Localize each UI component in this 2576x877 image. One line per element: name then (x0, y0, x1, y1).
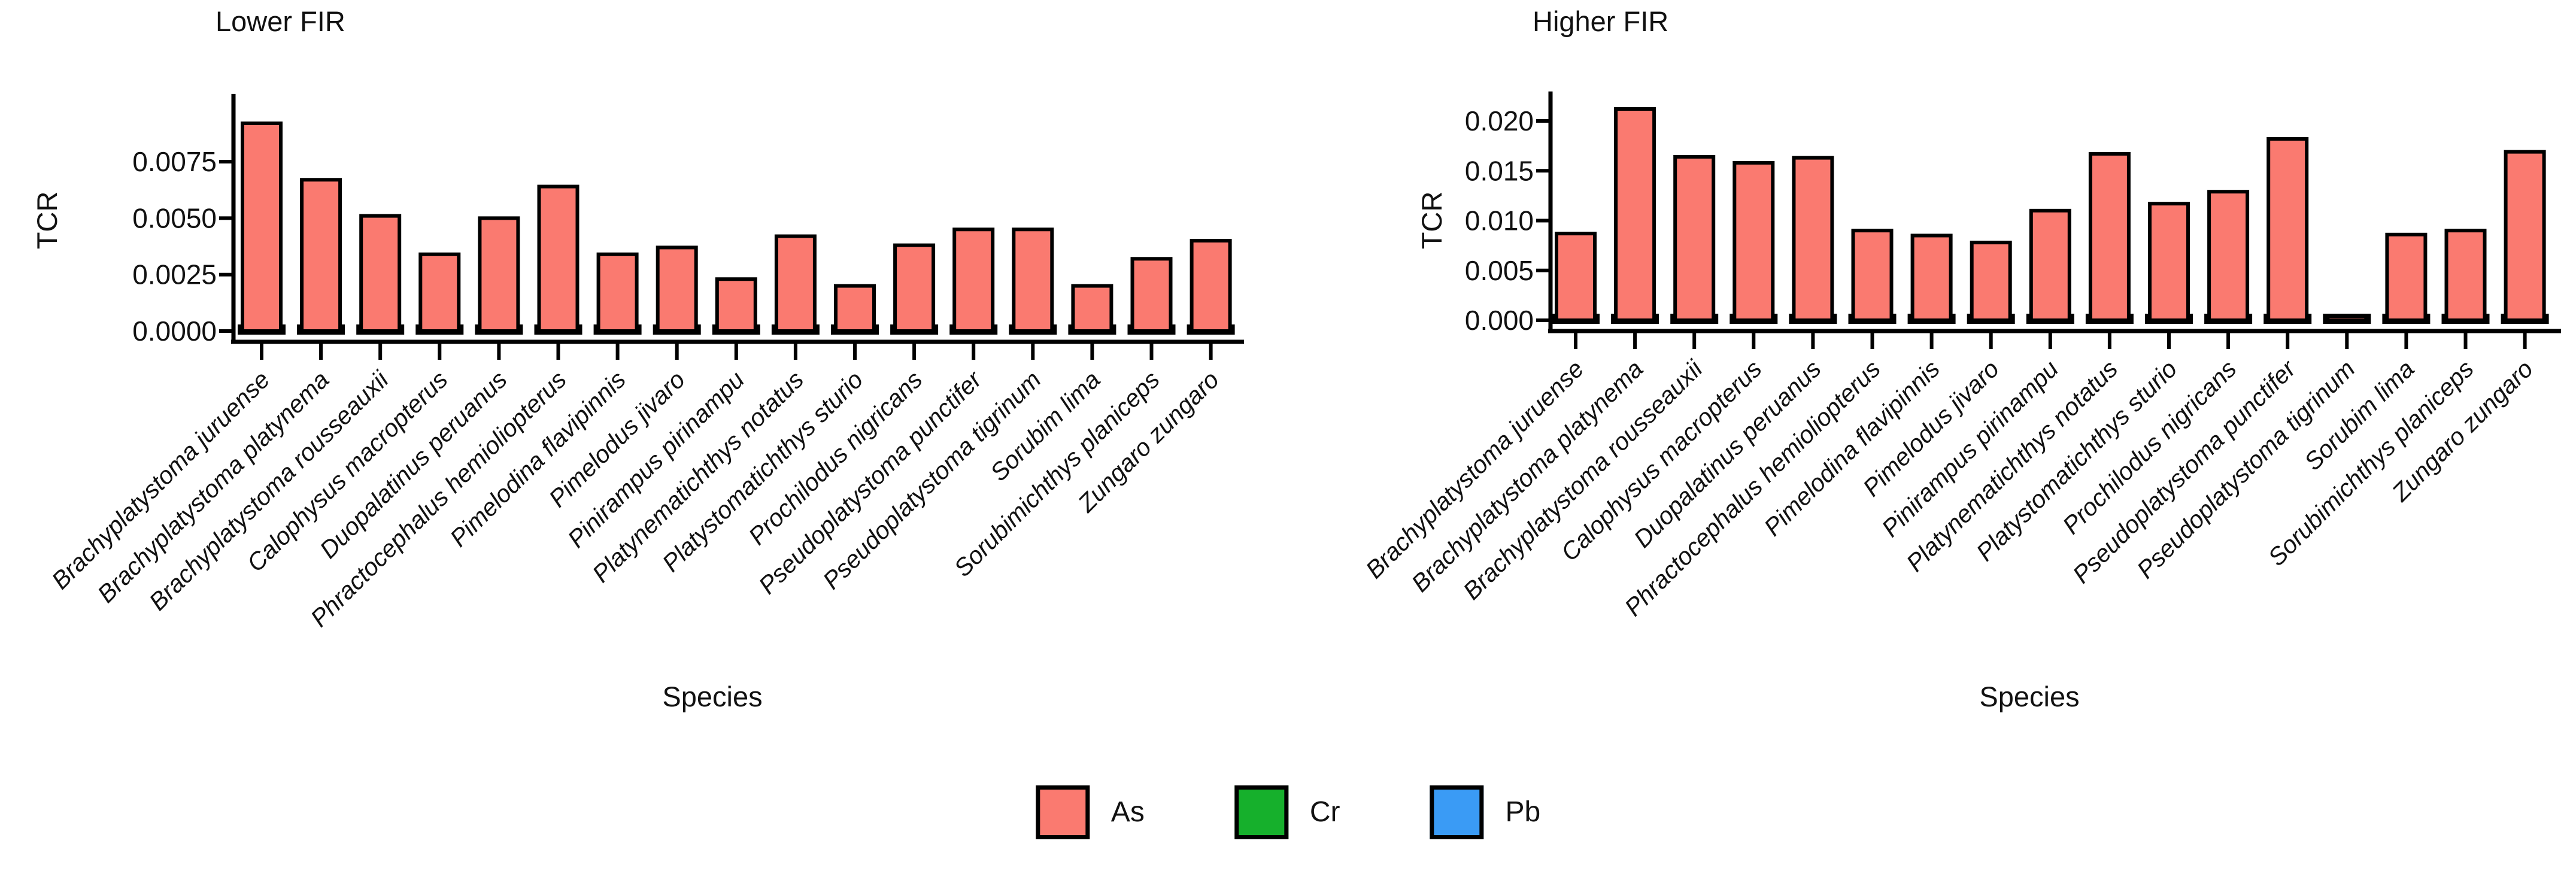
bar-as (1792, 156, 1834, 322)
y-tick-label: 0.0025 (132, 259, 217, 290)
legend-label-as: As (1110, 796, 1145, 828)
higher-fir-plot: 0.000 0.005 0.010 0.015 0.020 Brachyplatystom… (1360, 91, 2561, 621)
x-tick-label: Brachyplatystoma juruense (46, 366, 275, 594)
x-tick-label: Brachyplatystoma platynema (92, 366, 335, 608)
bar-as (774, 234, 817, 333)
legend: As Cr Pb (1035, 785, 1540, 839)
bar-as (834, 284, 876, 333)
y-tick-label: 0.015 (1465, 155, 1534, 186)
x-axis-title-higher: Species (1979, 681, 2079, 712)
legend-swatch-as (1035, 785, 1090, 839)
y-axis-title-higher: TCR (1416, 192, 1448, 250)
legend-item-cr: Cr (1234, 785, 1340, 839)
bar-as (359, 214, 402, 333)
bar-as (1071, 284, 1113, 333)
y-tick-label: 0.0000 (132, 315, 217, 347)
bar-as (2148, 202, 2190, 322)
bar-as (1673, 154, 1716, 322)
bar-as (2266, 136, 2309, 322)
y-tick-label: 0.020 (1465, 105, 1534, 136)
bar-as (537, 184, 579, 333)
y-tick-label: 0.0075 (132, 146, 217, 177)
bar-as (2504, 150, 2546, 323)
bar-as (241, 121, 283, 333)
bar-as (952, 227, 995, 333)
bar-as (1555, 232, 1597, 322)
legend-swatch-pb (1430, 785, 1484, 839)
bar-as (2088, 151, 2131, 322)
legend-item-pb: Pb (1430, 785, 1540, 839)
lower-fir-plot: 0.0000 0.0025 0.0050 0.0075 Brachyplatystoma… (46, 93, 1244, 632)
bar-as (2444, 229, 2487, 322)
x-tick-label: Brachyplatystoma juruense (1360, 355, 1589, 584)
y-tick-label: 0.005 (1465, 255, 1534, 286)
bar-as (418, 252, 461, 333)
bar-as (1190, 239, 1232, 333)
bar-as (2207, 190, 2250, 322)
legend-label-pb: Pb (1505, 796, 1541, 828)
legend-swatch-cr (1234, 785, 1288, 839)
bar-as (1732, 160, 1775, 322)
bar-as (1012, 227, 1054, 333)
bar-as (596, 252, 639, 333)
bar-as (1130, 257, 1173, 333)
bar-as (2029, 208, 2071, 322)
x-tick-label: Brachyplatystoma platynema (1406, 355, 1649, 597)
chart-title-higher-fir: Higher FIR (1533, 5, 1668, 37)
x-axis-title-lower: Species (662, 681, 762, 712)
y-tick-label: 0.0050 (132, 202, 217, 233)
y-tick-label: 0.000 (1465, 305, 1534, 336)
bar-as (300, 178, 342, 333)
bar-as (1614, 107, 1656, 323)
bar-as (2326, 314, 2368, 323)
y-tick-label: 0.010 (1465, 205, 1534, 236)
bar-as (715, 277, 757, 333)
legend-item-as: As (1035, 785, 1145, 839)
bar-as (1851, 229, 1894, 322)
bar-as (656, 245, 698, 333)
y-axis-title-lower: TCR (31, 192, 63, 250)
bar-as (1910, 233, 1953, 322)
bar-as (478, 216, 520, 333)
bar-as (2385, 232, 2428, 322)
bar-as (893, 243, 936, 333)
legend-label-cr: Cr (1309, 796, 1340, 828)
bar-as (1970, 241, 2012, 322)
chart-title-lower-fir: Lower FIR (216, 5, 345, 37)
